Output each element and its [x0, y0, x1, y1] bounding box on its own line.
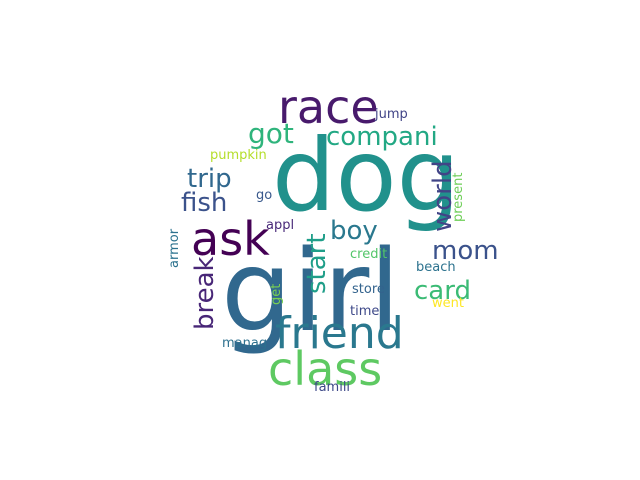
word-store: store: [352, 282, 385, 297]
word-went: went: [432, 296, 464, 311]
word-time: time: [350, 304, 380, 319]
word-go: go: [256, 188, 273, 203]
word-jump: jump: [375, 107, 408, 122]
word-got: got: [248, 117, 294, 150]
word-famili: famili: [314, 380, 351, 395]
word-dog: dog: [272, 117, 461, 234]
word-girl: girl: [221, 227, 401, 357]
word-armor: armor: [167, 228, 182, 268]
word-fish: fish: [181, 188, 228, 218]
word-race: race: [278, 80, 379, 134]
word-compani: compani: [326, 122, 438, 152]
word-pumpkin: pumpkin: [210, 148, 267, 163]
word-start: start: [302, 233, 332, 294]
word-beach: beach: [416, 260, 456, 275]
word-boy: boy: [330, 216, 378, 246]
word-mom: mom: [432, 236, 499, 266]
word-credit: credit: [350, 247, 388, 262]
word-appl: appl: [266, 218, 295, 233]
word-friend: friend: [275, 308, 404, 359]
word-present: present: [451, 172, 466, 222]
word-trip: trip: [187, 164, 232, 194]
word-ask: ask: [191, 212, 270, 266]
word-get: get: [269, 283, 284, 305]
word-manag: manag: [222, 336, 268, 351]
word-class: class: [268, 342, 383, 396]
word-card: card: [414, 276, 471, 306]
word-break: break: [190, 256, 220, 330]
